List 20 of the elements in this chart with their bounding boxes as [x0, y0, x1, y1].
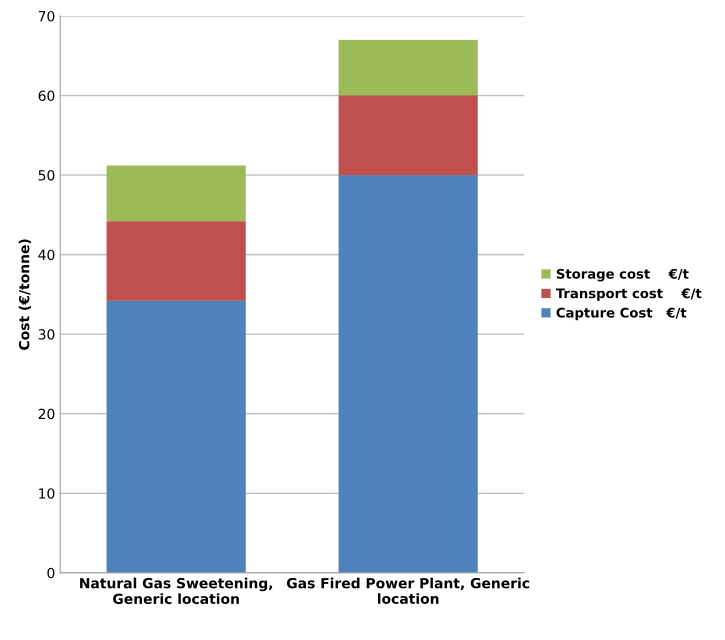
y-tick-label: 20	[38, 408, 54, 420]
y-tick-label: 40	[38, 250, 54, 260]
y-tick-label: 10	[39, 488, 54, 499]
y-tick-label: 30	[38, 329, 54, 340]
y-tick-label: 50	[38, 170, 54, 181]
legend-label: Transport cost €/t	[556, 288, 702, 301]
x-tick-label: Natural Gas Sweetening, Generic location	[80, 578, 272, 604]
bar	[106, 221, 246, 301]
legend-label: Capture Cost €/t	[556, 308, 686, 320]
x-tick-label: Gas Fired Power Plant, Generic location	[286, 578, 530, 604]
y-axis-title: Cost (€/tonne)	[18, 239, 32, 350]
y-tick-label: 60	[38, 90, 54, 102]
bar	[106, 300, 246, 573]
bar	[338, 40, 478, 96]
y-tick-label: 0	[47, 568, 54, 578]
bar	[338, 175, 478, 573]
bar	[106, 166, 246, 222]
y-tick-label: 70	[38, 10, 54, 22]
legend-label: Storage cost €/t	[556, 268, 689, 282]
bar	[338, 96, 478, 176]
